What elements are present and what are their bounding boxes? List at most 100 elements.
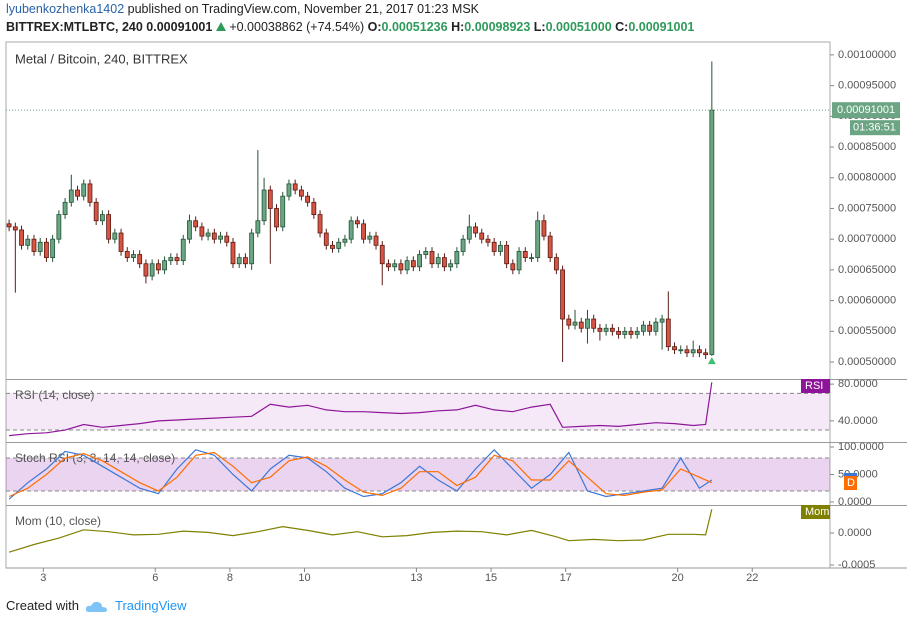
price-box xyxy=(832,102,900,119)
candle-body xyxy=(603,327,609,332)
candle-body xyxy=(609,327,615,332)
change: +0.00038862 (+74.54%) xyxy=(229,20,365,34)
created-with: Created with xyxy=(6,598,79,613)
y-tick-label: 0.00055000 xyxy=(838,325,896,337)
candle-body xyxy=(591,318,597,329)
candle-body xyxy=(6,223,12,228)
candle-body xyxy=(709,109,715,355)
chart: Metal / Bitcoin, 240, BITTREX 0.00050000 0… xyxy=(5,41,907,584)
candle-body xyxy=(367,235,373,240)
header-line: lyubenkozhenka1402 published on TradingV… xyxy=(6,0,906,18)
candle-body xyxy=(485,238,491,243)
candle-body xyxy=(25,238,31,246)
candle-body xyxy=(205,232,211,237)
candle-body xyxy=(342,238,348,243)
candle-body xyxy=(75,189,80,197)
candle-body xyxy=(211,232,217,240)
candle-body xyxy=(703,352,709,356)
y-tick-label: 0.00050000 xyxy=(838,356,896,368)
y-tick-label: 0.00070000 xyxy=(838,233,896,245)
candle-body xyxy=(386,263,391,268)
candle-body xyxy=(31,238,37,252)
candle-body xyxy=(330,244,335,249)
author[interactable]: lyubenkozhenka1402 xyxy=(6,2,125,16)
candle-body xyxy=(354,220,360,225)
indicator-line xyxy=(9,382,713,437)
candle-body xyxy=(180,238,186,262)
badge-label: RSI xyxy=(805,380,823,392)
candle-body xyxy=(379,244,385,265)
up-arrow xyxy=(215,22,226,31)
y-tick-label: 40.0000 xyxy=(838,415,878,427)
y-tick-label: 0.00100000 xyxy=(838,49,896,61)
candle-body xyxy=(93,201,99,222)
candle-body xyxy=(497,244,503,252)
candle-body xyxy=(641,324,646,332)
candle-body xyxy=(106,214,112,240)
ohlc-label: C: xyxy=(615,20,629,34)
candle-body xyxy=(230,241,236,265)
candle-body xyxy=(578,321,584,329)
logo[interactable] xyxy=(85,599,109,613)
header-quote: BITTREX:MTLBTC, 240 0.00091001 +0.000388… xyxy=(6,18,906,36)
candle-body xyxy=(249,232,255,265)
footer: Created with TradingView xyxy=(6,598,187,613)
brand[interactable]: TradingView xyxy=(114,598,187,613)
band xyxy=(6,393,830,431)
header: lyubenkozhenka1402 published on TradingV… xyxy=(6,0,906,36)
candle-body xyxy=(174,257,180,262)
signal-marker xyxy=(707,357,716,365)
candle-body xyxy=(647,324,653,332)
candle-body xyxy=(690,349,696,354)
candle-body xyxy=(429,251,435,265)
y-tick-label: 0.00075000 xyxy=(838,202,896,214)
candle-body xyxy=(535,220,541,259)
candle-body xyxy=(255,220,261,234)
x-tick-label: 3 xyxy=(40,572,46,584)
candle-body xyxy=(553,257,559,271)
ohlc: O:0.00051236 H:0.00098923 L:0.00051000 C… xyxy=(368,20,695,34)
candle-body xyxy=(392,263,398,268)
y-tick-label: 0.00085000 xyxy=(838,141,896,153)
candle-body xyxy=(280,195,286,228)
x-tick-label: 15 xyxy=(485,572,497,584)
y-tick-label: 0.00065000 xyxy=(838,264,896,276)
symbol: BITTREX:MTLBTC, 240 xyxy=(6,20,143,34)
candle-body xyxy=(504,244,510,265)
candle-body xyxy=(585,318,590,329)
pane-title: Mom (10, close) xyxy=(15,514,101,528)
candle-body xyxy=(162,260,167,271)
ohlc-label: H: xyxy=(451,20,465,34)
candle-body xyxy=(616,330,621,335)
y-tick-label: 0.00080000 xyxy=(838,172,896,184)
candle-body xyxy=(628,330,634,335)
candle-body xyxy=(404,260,410,271)
candle-body xyxy=(44,241,49,259)
badge xyxy=(801,505,830,519)
y-tick-label: 0.0000 xyxy=(838,527,872,539)
candle-body xyxy=(466,226,472,240)
candle-body xyxy=(56,214,62,240)
candle-body xyxy=(697,349,702,354)
candle-body xyxy=(423,251,429,255)
candle-body xyxy=(410,260,416,268)
indicator-line xyxy=(8,448,713,500)
candle-body xyxy=(473,226,478,234)
y-tick-label: 100.0000 xyxy=(838,441,884,453)
candle-body xyxy=(510,263,516,271)
candle-body xyxy=(522,251,528,259)
candle-body xyxy=(435,257,441,265)
candle-body xyxy=(261,189,267,222)
badge xyxy=(844,476,857,490)
candle-body xyxy=(684,349,690,354)
candle-body xyxy=(236,257,242,265)
candle-body xyxy=(187,220,192,240)
candle-body xyxy=(193,220,199,228)
candle-body xyxy=(460,238,466,252)
candle-body xyxy=(118,232,124,252)
countdown-box xyxy=(850,120,900,136)
y-tick-label: 0.00095000 xyxy=(838,80,896,92)
candle-body xyxy=(274,208,279,228)
candle-body xyxy=(348,220,354,240)
candle-body xyxy=(68,189,74,203)
